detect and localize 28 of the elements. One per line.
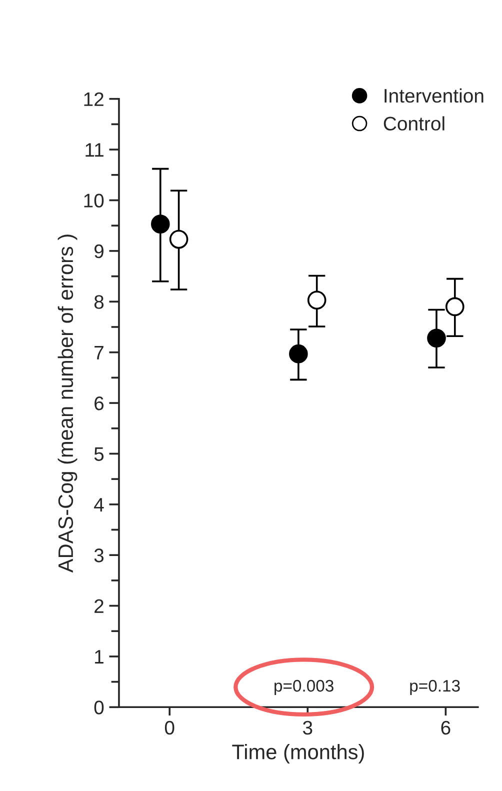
annotation: p=0.003 [274, 680, 334, 695]
y-tick-label: 12 [84, 92, 104, 106]
point [169, 230, 188, 249]
point [150, 214, 170, 234]
legend-label: Intervention [384, 88, 484, 103]
y-tick-label: 8 [94, 295, 104, 309]
y-tick-label: 6 [94, 396, 104, 410]
y-tick-label: 4 [94, 498, 104, 512]
point [427, 328, 446, 348]
y-axis-title: ADAS-Cog (mean number of errors ) [58, 234, 78, 573]
point [307, 290, 326, 310]
y-tick-label: 9 [94, 244, 104, 258]
x-tick-label: 3 [302, 720, 312, 735]
legend-label: Control [384, 116, 444, 131]
x-tick-label: 6 [441, 720, 450, 735]
x-tick-label: 0 [164, 720, 174, 735]
x-axis-title: Time (months) [232, 744, 364, 764]
annotation: p=0.13 [410, 680, 460, 695]
y-tick-label: 3 [94, 548, 104, 562]
y-tick-label: 5 [94, 447, 104, 461]
y-tick-label: 1 [95, 650, 104, 664]
point [445, 297, 464, 316]
y-tick-label: 7 [94, 346, 104, 360]
y-tick-label: 10 [84, 194, 104, 208]
y-tick-label: 2 [94, 599, 104, 613]
y-tick-label: 0 [94, 700, 104, 714]
y-tick-label: 11 [86, 143, 104, 157]
point [289, 344, 308, 364]
